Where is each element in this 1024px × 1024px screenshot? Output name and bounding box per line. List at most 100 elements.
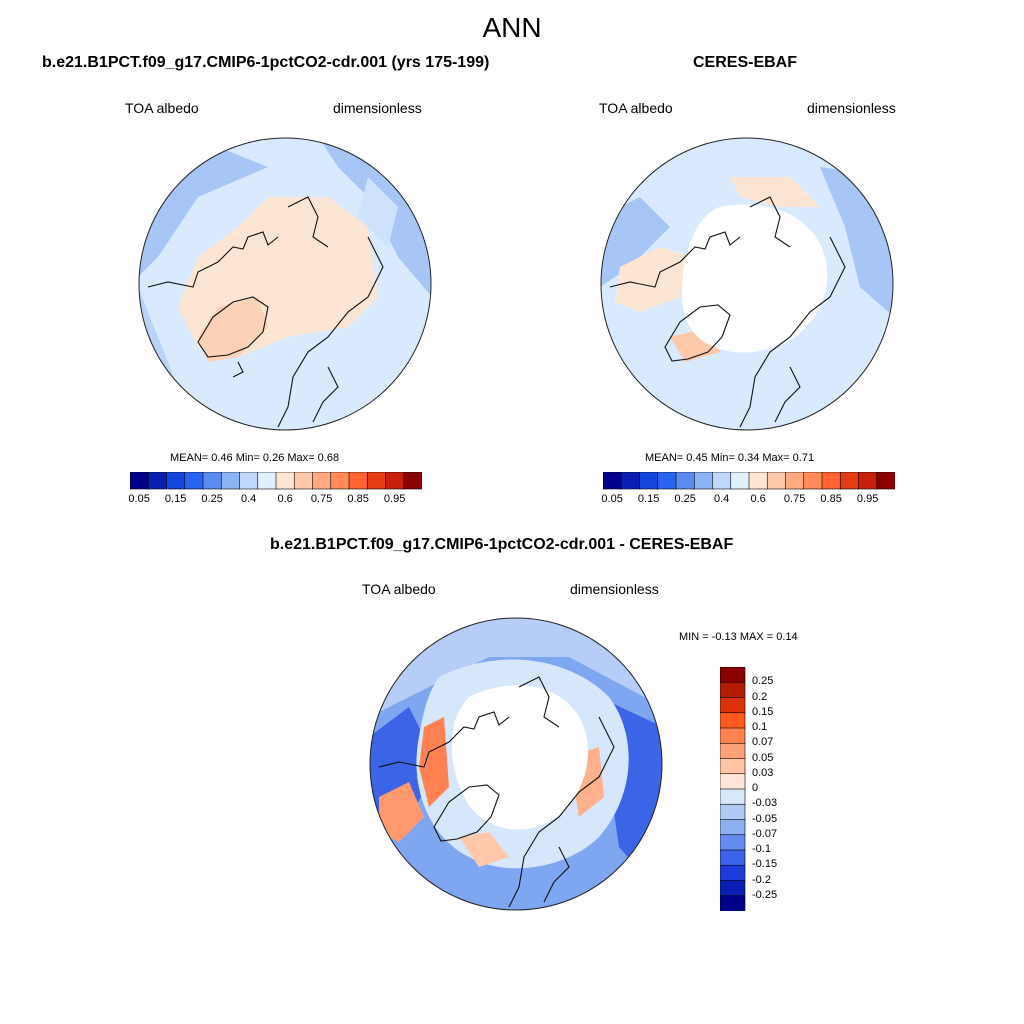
colorbar-panel2-tick-label: 0.4 [713, 493, 730, 505]
colorbar-panel3-swatch [720, 864, 746, 882]
colorbar-panel3-swatch [720, 803, 746, 821]
panel3-no-data-area [451, 685, 588, 830]
figure-title: ANN [482, 12, 542, 43]
panel2-units: dimensionless [807, 100, 896, 116]
panel2-stats: MEAN= 0.45 Min= 0.34 Max= 0.71 [645, 452, 815, 464]
colorbar-panel3-swatch [720, 681, 746, 699]
colorbar-panel3-tick-label: -0.25 [752, 888, 778, 901]
colorbar-panel3-labels: 0.25 0.2 0.15 0.1 0.07 0.05 0.03 0 -0.03 -0.05 -0.… [752, 667, 812, 911]
colorbar-panel2-swatch [730, 472, 750, 490]
colorbar-panel3-swatch [720, 788, 746, 805]
panel1-map-border [138, 137, 432, 431]
colorbar-panel3-swatch [720, 819, 746, 836]
colorbar-panel2 [603, 472, 895, 490]
colorbar-panel3-tick-label: 0.03 [752, 766, 774, 779]
colorbar-panel1-swatch [239, 472, 259, 490]
panel3-map-border [369, 617, 663, 911]
colorbar-panel2-tick-label: 0.75 [783, 493, 806, 505]
colorbar-panel3 [720, 667, 746, 911]
colorbar-panel3-tick-label: -0.05 [752, 812, 778, 825]
colorbar-panel2-swatch [839, 472, 860, 490]
panel1-map [138, 137, 432, 431]
colorbar-panel1-swatch [348, 472, 368, 490]
panel2-field-land2 [730, 177, 820, 207]
colorbar-panel3-tick-label: 0.1 [752, 721, 768, 733]
colorbar-panel2-tick-label: 0.6 [750, 493, 766, 505]
colorbar-panel1-swatch [166, 472, 186, 490]
panel2-map [600, 137, 894, 431]
colorbar-panel2-swatch [639, 472, 659, 490]
colorbar-panel3-swatch [720, 667, 746, 683]
panel3-title: b.e21.B1PCT.f09_g17.CMIP6-1pctCO2-cdr.00… [270, 536, 734, 553]
panel3-coastlines [378, 646, 640, 908]
panel3-stats: MIN = -0.13 MAX = 0.14 [679, 631, 798, 643]
colorbar-panel3-tick-label: 0.25 [752, 675, 774, 688]
colorbar-panel2-swatch [675, 472, 695, 490]
panel3-variable: TOA albedo [362, 581, 436, 597]
colorbar-panel1-swatch [147, 472, 168, 490]
panel1-greenland-field [198, 297, 268, 362]
panel2-variable: TOA albedo [599, 100, 673, 116]
colorbar-panel1-tick-label: 0.95 [383, 493, 406, 505]
colorbar-panel3-tick-label: 0.15 [752, 705, 774, 718]
colorbar-panel2-tick-label: 0.15 [637, 493, 660, 505]
panel2-field-land [615, 247, 690, 312]
colorbar-panel2-tick-label: 0.05 [601, 493, 623, 505]
panel1-variable: TOA albedo [125, 100, 199, 116]
colorbar-panel2-swatch [603, 472, 622, 490]
colorbar-panel3-tick-label: -0.1 [752, 843, 771, 855]
colorbar-panel1-swatch [366, 472, 387, 490]
panel2-coastlines [609, 166, 871, 428]
colorbar-panel3-tick-label: -0.15 [752, 858, 778, 871]
colorbar-panel3-tick-label: -0.03 [752, 797, 778, 810]
colorbar-panel3-tick-label: 0 [752, 782, 759, 794]
colorbar-panel2-tick-label: 0.95 [856, 493, 879, 505]
colorbar-panel2-swatch [657, 472, 677, 490]
colorbar-panel3-tick-label: -0.2 [752, 873, 771, 886]
colorbar-panel3-swatch [720, 712, 746, 729]
colorbar-panel3-swatch [720, 895, 746, 911]
colorbar-panel2-labels: 0.05 0.15 0.25 0.4 0.6 0.75 0.85 0.95 [591, 493, 911, 509]
colorbar-panel1-swatch [257, 472, 277, 490]
panel3-map [369, 617, 663, 911]
colorbar-panel1-labels: 0.05 0.15 0.25 0.4 0.6 0.75 0.85 0.95 [118, 493, 438, 509]
colorbar-panel1-swatch [275, 472, 295, 490]
colorbar-panel2-swatch [821, 472, 841, 490]
colorbar-panel1-tick-label: 0.6 [277, 493, 293, 505]
colorbar-panel1-tick-label: 0.05 [128, 493, 150, 505]
colorbar-panel2-tick-label: 0.85 [820, 493, 842, 505]
colorbar-panel3-swatch [720, 727, 746, 744]
colorbar-panel2-swatch [785, 472, 805, 490]
colorbar-panel1-swatch [202, 472, 222, 490]
colorbar-panel3-swatch [720, 880, 746, 897]
panel3-field-positive [379, 782, 424, 842]
panel2-map-border [600, 137, 894, 431]
colorbar-panel1-tick-label: 0.4 [240, 493, 257, 505]
panel2-no-data-area [681, 204, 828, 353]
colorbar-panel3-tick-label: 0.2 [752, 690, 768, 703]
colorbar-panel3-swatch [720, 834, 746, 851]
colorbar-panel3-swatch [720, 849, 746, 866]
colorbar-panel2-swatch [693, 472, 714, 490]
colorbar-panel3-swatch [720, 773, 746, 790]
colorbar-panel2-swatch [748, 472, 768, 490]
colorbar-panel1-tick-label: 0.75 [310, 493, 333, 505]
panel2-field-band [601, 197, 670, 287]
colorbar-panel2-swatch [876, 472, 895, 490]
panel1-field-patch [358, 177, 398, 247]
colorbar-panel3-swatch [720, 758, 746, 775]
panel3-units: dimensionless [570, 581, 659, 597]
panel3-field-positive3 [459, 832, 509, 867]
colorbar-panel1-tick-label: 0.85 [347, 493, 369, 505]
panel1-title: b.e21.B1PCT.f09_g17.CMIP6-1pctCO2-cdr.00… [42, 54, 490, 71]
colorbar-panel2-swatch [766, 472, 787, 490]
colorbar-panel1-swatch [220, 472, 241, 490]
colorbar-panel1-swatch [312, 472, 332, 490]
panel1-stats: MEAN= 0.46 Min= 0.26 Max= 0.68 [170, 452, 340, 464]
panel3-field-positive2 [419, 717, 449, 807]
colorbar-panel1-swatch [130, 472, 149, 490]
colorbar-panel2-tick-label: 0.25 [674, 493, 696, 505]
colorbar-panel3-tick-label: 0.07 [752, 736, 774, 749]
colorbar-panel1-swatch [330, 472, 350, 490]
colorbar-panel3-tick-label: 0.05 [752, 751, 774, 764]
